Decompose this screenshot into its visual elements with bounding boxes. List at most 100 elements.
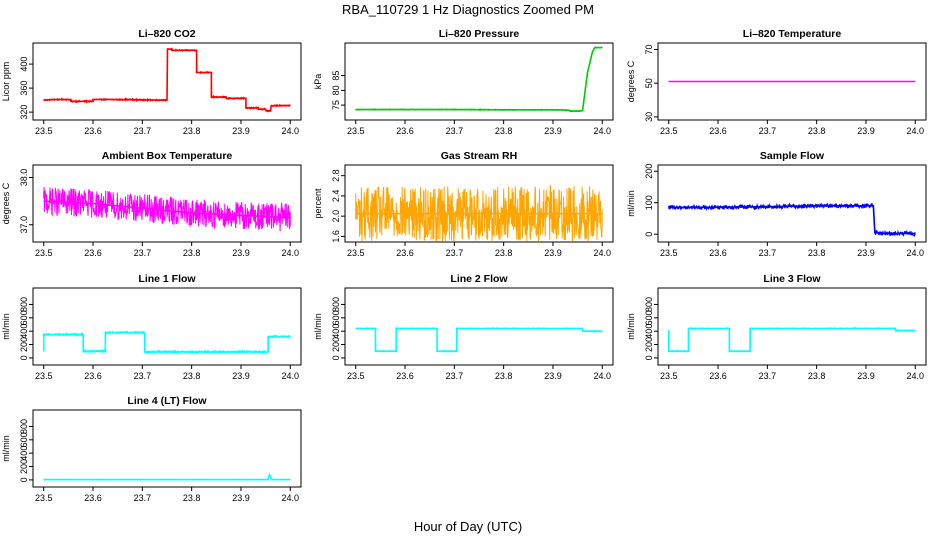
x-tick-label: 23.5	[347, 371, 365, 381]
y-axis-label: ml/min	[1, 313, 11, 340]
y-axis-label: ml/min	[626, 190, 636, 217]
panel-line1: Line 1 Flow 23.5 23.6 23.7 23.8 23.9 24.0 0 2004…	[1, 273, 302, 381]
x-tick-label: 24.0	[594, 371, 612, 381]
panel-title: Sample Flow	[760, 150, 825, 162]
panel-ambient: Ambient Box Temperature 23.5 23.6 23.7 23.8 2…	[1, 150, 302, 258]
panel-temperature: Li–820 Temperature 23.5 23.6 23.7 23.8 23.9 24…	[626, 28, 927, 136]
y-axis-label: ml/min	[313, 313, 323, 340]
x-tick-label: 23.5	[35, 248, 53, 258]
y-tick-label: 0	[19, 355, 29, 360]
x-tick-label: 23.9	[857, 371, 875, 381]
y-tick-label: 400	[19, 57, 29, 72]
plot-frame	[32, 164, 302, 243]
panel-line2: Line 2 Flow 23.5 23.6 23.7 23.8 23.9 24.0 0 2004…	[313, 273, 614, 381]
x-tick-label: 23.7	[446, 371, 464, 381]
y-tick-label: 0	[19, 477, 29, 482]
y-axis-label: degrees C	[626, 60, 636, 102]
x-tick-label: 23.6	[84, 126, 102, 136]
y-tick-label: 600	[331, 310, 341, 325]
y-tick-label: 200	[644, 337, 654, 352]
y-tick-label: 600	[19, 310, 29, 325]
panel-title: Li–820 CO2	[138, 28, 195, 40]
plot-frame	[657, 287, 927, 366]
y-tick-label: 800	[19, 419, 29, 434]
y-tick-label: 1.6	[331, 230, 341, 243]
series-line-pressure	[355, 46, 603, 113]
x-tick-label: 23.6	[709, 371, 727, 381]
x-tick-label: 23.5	[35, 126, 53, 136]
x-tick-label: 24.0	[907, 248, 925, 258]
plot-frame	[32, 287, 302, 366]
x-tick-label: 23.5	[660, 126, 678, 136]
x-tick-label: 23.9	[544, 248, 562, 258]
plot-frame	[344, 287, 614, 366]
y-tick-label: 200	[331, 337, 341, 352]
x-tick-label: 23.7	[759, 126, 777, 136]
x-tick-label: 23.9	[857, 248, 875, 258]
x-tick-label: 23.8	[495, 126, 513, 136]
x-tick-label: 23.5	[660, 371, 678, 381]
series-line-line2	[355, 326, 603, 354]
panel-title: Li–820 Pressure	[439, 28, 520, 40]
panel-title: Ambient Box Temperature	[102, 150, 233, 162]
x-tick-label: 23.7	[759, 248, 777, 258]
x-tick-label: 24.0	[594, 248, 612, 258]
panel-sample_flow: Sample Flow 23.5 23.6 23.7 23.8 23.9 24.0 0 100 2…	[626, 150, 927, 258]
figure-xlabel: Hour of Day (UTC)	[414, 519, 522, 534]
y-tick-label: 80	[331, 85, 341, 95]
y-tick-label: 50	[644, 78, 654, 88]
y-tick-label: 600	[644, 310, 654, 325]
x-tick-label: 23.7	[134, 126, 152, 136]
x-tick-label: 23.8	[495, 371, 513, 381]
x-tick-label: 23.5	[35, 493, 53, 503]
x-tick-label: 23.8	[183, 126, 201, 136]
x-tick-label: 23.5	[347, 248, 365, 258]
series-line-line1	[43, 330, 291, 355]
panel-title: Line 2 Flow	[450, 273, 508, 285]
x-tick-label: 23.6	[396, 248, 414, 258]
y-tick-label: 600	[19, 432, 29, 447]
x-tick-label: 23.8	[183, 248, 201, 258]
y-axis-label: ml/min	[1, 435, 11, 462]
panel-line3: Line 3 Flow 23.5 23.6 23.7 23.8 23.9 24.0 0 2004…	[626, 273, 927, 381]
y-tick-label: 200	[19, 337, 29, 352]
y-tick-label: 38.0	[19, 169, 29, 187]
y-tick-label: 85	[331, 71, 341, 81]
x-tick-label: 23.5	[660, 248, 678, 258]
series-line-line3	[668, 326, 916, 353]
x-tick-label: 23.8	[183, 493, 201, 503]
plot-frame	[344, 42, 614, 121]
y-tick-label: 400	[331, 324, 341, 339]
x-tick-label: 23.6	[709, 248, 727, 258]
x-tick-label: 24.0	[282, 126, 300, 136]
y-axis-label: ml/min	[626, 313, 636, 340]
x-tick-label: 23.9	[232, 248, 250, 258]
x-tick-label: 23.8	[808, 371, 826, 381]
series-line-base-line2	[355, 327, 603, 353]
x-tick-label: 23.6	[709, 126, 727, 136]
series-line-base-line4	[43, 472, 291, 481]
plot-frame	[657, 164, 927, 243]
panel-line4: Line 4 (LT) Flow 23.5 23.6 23.7 23.8 23.9 24.0…	[1, 395, 302, 503]
x-tick-label: 23.9	[232, 493, 250, 503]
series-line-ambient	[43, 186, 291, 232]
y-tick-label: 0	[644, 232, 654, 237]
panel-title: Line 3 Flow	[763, 273, 821, 285]
x-tick-label: 23.9	[232, 126, 250, 136]
x-tick-label: 23.8	[495, 248, 513, 258]
y-tick-label: 37.0	[19, 216, 29, 234]
y-tick-label: 360	[19, 81, 29, 96]
y-tick-label: 800	[644, 297, 654, 312]
x-tick-label: 23.9	[544, 126, 562, 136]
y-axis-label: kPa	[313, 74, 323, 90]
y-tick-label: 75	[331, 100, 341, 110]
y-tick-label: 800	[331, 297, 341, 312]
y-axis-label: Licor ppm	[1, 62, 11, 102]
x-tick-label: 23.6	[396, 126, 414, 136]
plot-frame	[657, 42, 927, 121]
y-tick-label: 2.4	[331, 190, 341, 203]
x-tick-label: 23.9	[232, 371, 250, 381]
y-tick-label: 0	[644, 355, 654, 360]
panel-title: Li–820 Temperature	[743, 28, 842, 40]
